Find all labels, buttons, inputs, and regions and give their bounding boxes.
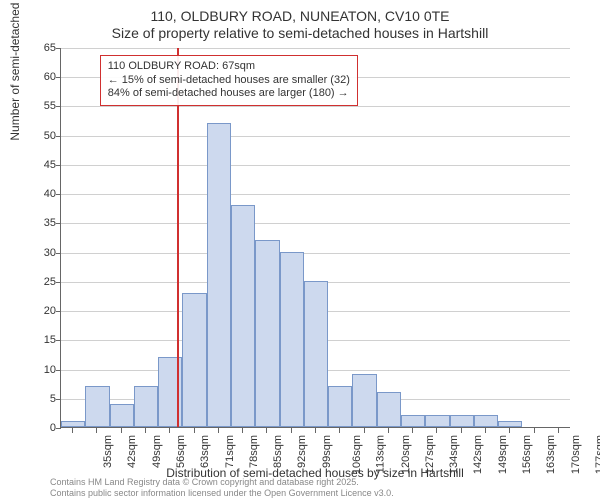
histogram-bar (425, 415, 449, 427)
y-tick-label: 5 (16, 393, 56, 405)
histogram-bar (450, 415, 474, 427)
chart-title: 110, OLDBURY ROAD, NUNEATON, CV10 0TE Si… (0, 8, 600, 41)
y-tick-label: 20 (16, 305, 56, 317)
footer: Contains HM Land Registry data © Crown c… (50, 477, 594, 498)
title-line-2: Size of property relative to semi-detach… (0, 25, 600, 41)
histogram-bar (304, 281, 328, 427)
y-tick-label: 15 (16, 334, 56, 346)
histogram-bar (328, 386, 352, 427)
histogram-bar (280, 252, 304, 427)
histogram-bar (474, 415, 498, 427)
histogram-bar (377, 392, 401, 427)
y-tick-label: 40 (16, 188, 56, 200)
histogram-bar (110, 404, 134, 427)
y-tick-label: 25 (16, 276, 56, 288)
histogram-bar (352, 374, 376, 427)
y-tick-label: 30 (16, 247, 56, 259)
annotation-line-2: ← 15% of semi-detached houses are smalle… (108, 74, 350, 88)
histogram-bar (255, 240, 279, 427)
y-tick-label: 55 (16, 100, 56, 112)
x-tick-label: 92sqm (296, 435, 308, 468)
x-tick-label: 63sqm (199, 435, 211, 468)
y-axis: 05101520253035404550556065 (0, 48, 60, 428)
x-tick-label: 56sqm (175, 435, 187, 468)
y-tick-label: 35 (16, 217, 56, 229)
y-tick-label: 45 (16, 159, 56, 171)
x-tick-label: 85sqm (272, 435, 284, 468)
histogram-bar (207, 123, 231, 427)
y-tick-label: 60 (16, 71, 56, 83)
x-tick-label: 42sqm (126, 435, 138, 468)
histogram-bar (182, 293, 206, 427)
y-tick-label: 50 (16, 130, 56, 142)
x-tick-label: 99sqm (321, 435, 333, 468)
x-tick-label: 78sqm (248, 435, 260, 468)
annotation-line-3: 84% of semi-detached houses are larger (… (108, 87, 350, 101)
x-tick-label: 170sqm (570, 435, 582, 474)
annotation-box: 110 OLDBURY ROAD: 67sqm ← 15% of semi-de… (100, 55, 358, 106)
histogram-bar (498, 421, 522, 427)
x-tick-label: 35sqm (102, 435, 114, 468)
histogram-bar (61, 421, 85, 427)
y-tick-label: 65 (16, 42, 56, 54)
annotation-line-1: 110 OLDBURY ROAD: 67sqm (108, 60, 350, 74)
plot-area: 110 OLDBURY ROAD: 67sqm ← 15% of semi-de… (60, 48, 570, 428)
footer-line-2: Contains public sector information licen… (50, 488, 594, 498)
y-tick-label: 0 (16, 422, 56, 434)
histogram-bar (134, 386, 158, 427)
chart-container: 110, OLDBURY ROAD, NUNEATON, CV10 0TE Si… (0, 0, 600, 500)
x-tick-label: 49sqm (151, 435, 163, 468)
title-line-1: 110, OLDBURY ROAD, NUNEATON, CV10 0TE (0, 8, 600, 24)
histogram-bar (401, 415, 425, 427)
y-tick-label: 10 (16, 364, 56, 376)
footer-line-1: Contains HM Land Registry data © Crown c… (50, 477, 594, 487)
x-tick-label: 177sqm (594, 435, 600, 474)
histogram-bar (231, 205, 255, 427)
x-tick-label: 71sqm (224, 435, 236, 468)
histogram-bar (85, 386, 109, 427)
